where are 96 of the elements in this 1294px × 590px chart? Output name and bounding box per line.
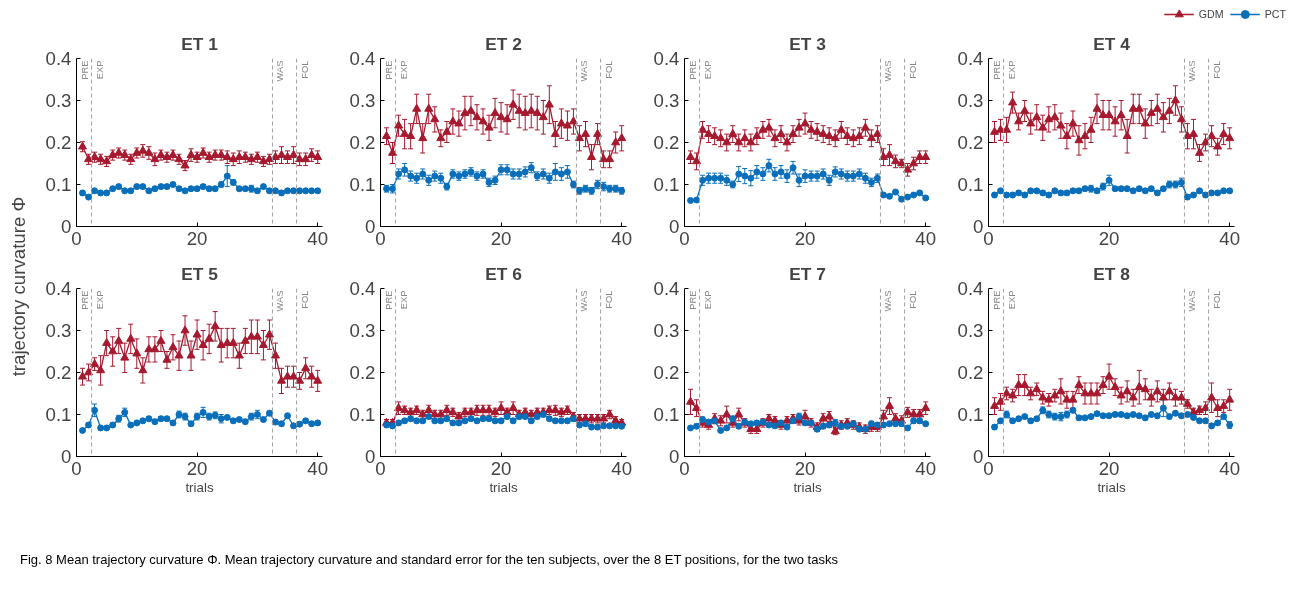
y-tick-label: 0.2 — [653, 362, 680, 383]
x-tick-label: 20 — [794, 227, 816, 249]
x-tick-label: 40 — [915, 457, 937, 479]
y-tick-label: 0.3 — [45, 320, 72, 341]
x-tick-label: 40 — [307, 457, 329, 479]
y-tick-label: 0.2 — [957, 132, 984, 153]
ref-line-label: EXP — [94, 60, 105, 80]
x-axis-title: trials — [185, 479, 214, 495]
x-tick-label: 20 — [186, 457, 208, 479]
chart-title: ET 7 — [789, 263, 826, 284]
chart-title: ET 4 — [1093, 33, 1131, 54]
x-tick-label: 40 — [1219, 227, 1241, 249]
chart-title: ET 2 — [485, 33, 522, 54]
chart-title: ET 3 — [789, 33, 827, 54]
ref-line-label: EXP — [702, 290, 713, 310]
y-tick-label: 0.4 — [349, 48, 376, 69]
y-tick-label: 0.3 — [653, 320, 680, 341]
y-tick-label: 0.2 — [349, 132, 376, 153]
y-tick-label: 0.4 — [45, 48, 72, 69]
x-tick-label: 20 — [490, 457, 512, 479]
y-tick-label: 0.1 — [957, 174, 984, 195]
annotation: PRE — [991, 60, 1002, 80]
y-tick-label: 0.3 — [349, 90, 376, 111]
x-tick-label: 40 — [915, 227, 937, 249]
ref-line-label: FOL — [299, 60, 310, 79]
x-tick-label: 20 — [1098, 227, 1120, 249]
y-tick-label: 0.2 — [45, 132, 72, 153]
y-tick-label: 0.1 — [349, 174, 376, 195]
ref-line-label: EXP — [398, 290, 409, 310]
x-axis-title: trials — [1097, 479, 1126, 495]
chart-title: ET 1 — [181, 33, 219, 54]
x-tick-label: 20 — [794, 457, 816, 479]
ref-line-label: WAS — [275, 290, 286, 312]
y-tick-label: 0.3 — [957, 90, 984, 111]
y-tick-label: 0.1 — [45, 174, 72, 195]
ref-line-label: FOL — [299, 290, 310, 309]
annotation: PRE — [687, 60, 698, 80]
y-tick-label: 0.4 — [957, 48, 984, 69]
y-tick-label: 0.1 — [653, 404, 680, 425]
y-tick-label: 0.3 — [957, 320, 984, 341]
y-tick-label: 0.1 — [653, 174, 680, 195]
ref-line-label: WAS — [579, 60, 590, 82]
y-tick-label: 0.2 — [653, 132, 680, 153]
ref-line-label: FOL — [907, 290, 918, 309]
ref-line-label: FOL — [1211, 60, 1222, 79]
x-tick-label: 40 — [1219, 457, 1241, 479]
chart-title: ET 5 — [181, 263, 219, 284]
y-tick-label: 0.3 — [653, 90, 680, 111]
x-tick-label: 40 — [611, 227, 633, 249]
y-tick-label: 0.3 — [45, 90, 72, 111]
ref-line-label: FOL — [603, 290, 614, 309]
y-axis-title: trajectory curvature Φ — [8, 196, 29, 377]
ref-line-label: WAS — [1187, 60, 1198, 82]
caption: Fig. 8 Mean trajectory curvature Φ. Mean trajectory curvature and standard error for the ten subjects, over the 8 ET positions, for the two tasks — [20, 551, 838, 569]
chart-title: ET 8 — [1093, 263, 1131, 284]
x-tick-label: 40 — [307, 227, 329, 249]
legend-label: GDM — [1198, 8, 1224, 20]
legend-label: PCT — [1264, 8, 1286, 20]
x-tick-label: 40 — [611, 457, 633, 479]
x-axis-title: trials — [793, 479, 822, 495]
ref-line-label: FOL — [907, 60, 918, 79]
ref-line-label: FOL — [1211, 290, 1222, 309]
ref-line-label: EXP — [94, 290, 105, 310]
y-tick-label: 0.4 — [349, 278, 376, 299]
annotation: PRE — [383, 60, 394, 80]
y-tick-label: 0.2 — [45, 362, 72, 383]
x-tick-label: 20 — [186, 227, 208, 249]
y-tick-label: 0.2 — [957, 362, 984, 383]
ref-line-label: FOL — [603, 60, 614, 79]
x-tick-label: 20 — [490, 227, 512, 249]
ref-line-label: EXP — [1006, 290, 1017, 310]
ref-line-label: EXP — [1006, 60, 1017, 80]
annotation: PRE — [79, 290, 90, 310]
annotation: PRE — [79, 60, 90, 80]
y-tick-label: 0.2 — [349, 362, 376, 383]
annotation: PRE — [687, 290, 698, 310]
y-tick-label: 0.3 — [349, 320, 376, 341]
ref-line-label: WAS — [883, 290, 894, 312]
x-axis-title: trials — [489, 479, 518, 495]
annotation: PRE — [383, 290, 394, 310]
ref-line-label: EXP — [702, 60, 713, 80]
ref-line-label: EXP — [398, 60, 409, 80]
y-tick-label: 0.1 — [45, 404, 72, 425]
y-tick-label: 0.1 — [957, 404, 984, 425]
annotation: PRE — [991, 290, 1002, 310]
y-tick-label: 0.4 — [957, 278, 984, 299]
x-tick-label: 20 — [1098, 457, 1120, 479]
ref-line-label: WAS — [883, 60, 894, 82]
y-tick-label: 0.4 — [653, 48, 680, 69]
y-tick-label: 0.4 — [45, 278, 72, 299]
y-tick-label: 0.1 — [349, 404, 376, 425]
chart-title: ET 6 — [485, 263, 523, 284]
ref-line-label: WAS — [1187, 290, 1198, 312]
ref-line-label: WAS — [579, 290, 590, 312]
ref-line-label: WAS — [275, 60, 286, 82]
y-tick-label: 0.4 — [653, 278, 680, 299]
